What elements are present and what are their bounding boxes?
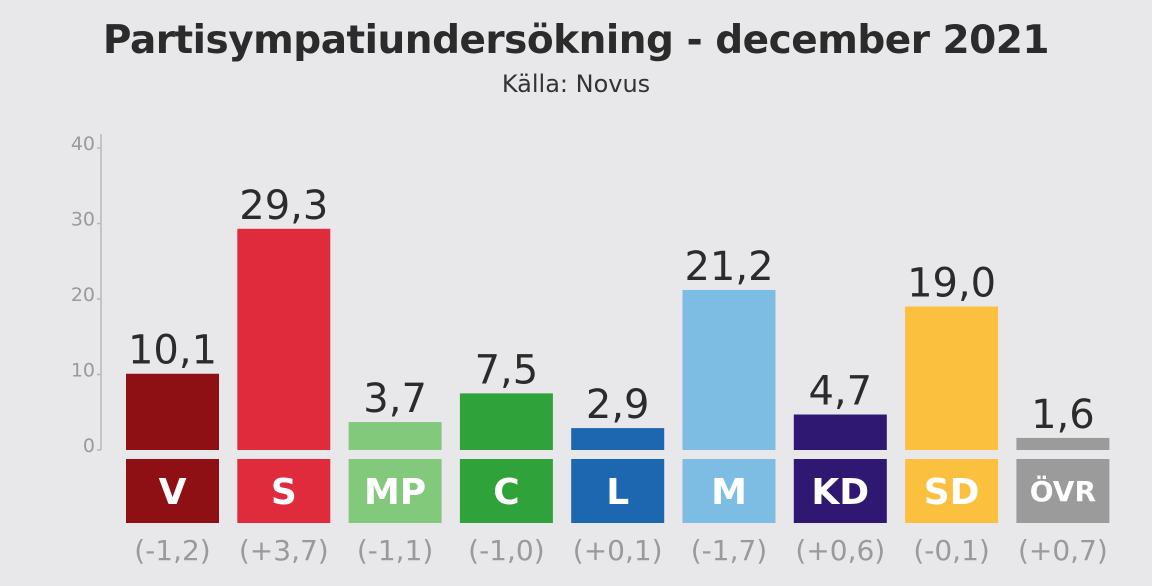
party-label: MP bbox=[364, 472, 426, 513]
value-label: 7,5 bbox=[475, 347, 539, 393]
value-label: 19,0 bbox=[907, 261, 996, 307]
change-label: (-0,1) bbox=[913, 534, 989, 567]
party-label: M bbox=[711, 472, 747, 513]
party-label: ÖVR bbox=[1030, 474, 1096, 508]
change-label: (-1,1) bbox=[357, 534, 433, 567]
y-tick-label: 30 bbox=[71, 209, 95, 231]
value-label: 1,6 bbox=[1031, 392, 1095, 438]
bar-mp bbox=[348, 422, 442, 450]
change-label: (+3,7) bbox=[239, 534, 329, 567]
bar-s bbox=[237, 228, 331, 450]
party-box-kd bbox=[793, 459, 887, 523]
value-label: 21,2 bbox=[684, 244, 773, 290]
y-tick-label: 0 bbox=[83, 435, 95, 457]
y-tick-label: 20 bbox=[71, 284, 95, 306]
change-label: (+0,1) bbox=[573, 534, 663, 567]
party-label: C bbox=[493, 472, 519, 513]
bar-sd bbox=[905, 306, 999, 450]
party-label: SD bbox=[924, 472, 980, 513]
party-box-v bbox=[126, 459, 219, 523]
change-label: (+0,7) bbox=[1018, 534, 1108, 567]
party-box-m bbox=[682, 459, 776, 523]
value-label: 2,9 bbox=[586, 382, 650, 428]
change-label: (-1,0) bbox=[468, 534, 544, 567]
party-label: L bbox=[606, 472, 629, 513]
change-label: (-1,7) bbox=[691, 534, 767, 567]
bar-m bbox=[682, 289, 776, 450]
change-label: (-1,2) bbox=[134, 534, 210, 567]
party-box-övr bbox=[1016, 459, 1110, 523]
party-label: S bbox=[271, 472, 297, 513]
party-box-l bbox=[571, 459, 665, 523]
party-box-c bbox=[459, 459, 553, 523]
bar-l bbox=[571, 428, 665, 450]
party-label: KD bbox=[811, 472, 869, 513]
party-box-s bbox=[237, 459, 331, 523]
party-box-sd bbox=[905, 459, 999, 523]
bar-v bbox=[126, 373, 219, 450]
value-label: 3,7 bbox=[363, 376, 427, 422]
value-label: 29,3 bbox=[239, 183, 328, 229]
value-label: 10,1 bbox=[128, 328, 217, 374]
y-tick-label: 40 bbox=[71, 133, 95, 155]
chart-subtitle: Källa: Novus bbox=[501, 70, 651, 98]
bar-övr bbox=[1016, 437, 1110, 450]
change-label: (+0,6) bbox=[795, 534, 885, 567]
party-label: V bbox=[159, 472, 187, 513]
bar-kd bbox=[793, 414, 887, 450]
bar-c bbox=[459, 393, 553, 450]
chart-title: Partisympatiundersökning - december 2021 bbox=[102, 18, 1050, 63]
party-box-mp bbox=[348, 459, 442, 523]
y-tick-label: 10 bbox=[71, 360, 95, 382]
value-label: 4,7 bbox=[808, 369, 872, 415]
